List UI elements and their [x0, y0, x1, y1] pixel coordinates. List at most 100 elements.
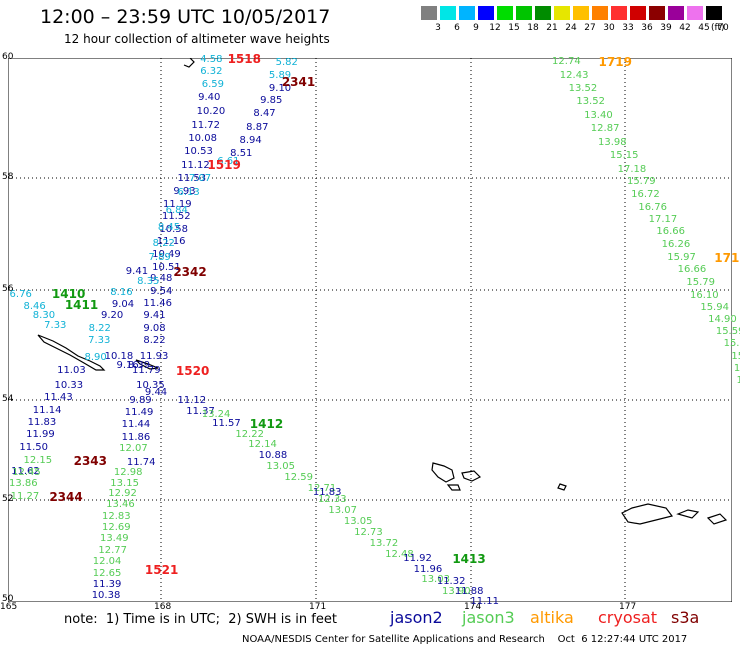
wave-height-value: 6.84	[165, 205, 188, 217]
scale-label: 36	[641, 23, 653, 33]
wave-height-value: 9.54	[150, 286, 173, 298]
wave-height-value: 8.47	[253, 107, 276, 119]
longitude-label: 165	[0, 602, 18, 612]
wave-height-value: 13.05	[343, 515, 373, 527]
wave-height-value: 11.72	[191, 119, 221, 131]
wave-height-value: 7.33	[44, 319, 67, 331]
wave-height-value: 5.89	[268, 70, 292, 81]
wave-height-value: 11.88	[454, 585, 484, 597]
legend-entry: jason2	[390, 608, 443, 627]
wave-height-value: 12.22	[235, 429, 264, 440]
coastline-medny-island	[135, 359, 159, 370]
wave-height-value: 12.59	[284, 472, 314, 483]
wave-height-value: 8.35	[137, 276, 160, 288]
page-subtitle: 12 hour collection of altimeter wave hei…	[64, 32, 330, 46]
wave-height-value: 12.71	[307, 482, 337, 494]
pass-time-label: 1411	[64, 297, 99, 312]
scale-label: 70	[717, 23, 729, 33]
wave-height-value: 11.46	[143, 298, 172, 310]
wave-height-value: 12.45	[12, 466, 41, 478]
wave-height-value: 13.05	[266, 461, 295, 472]
wave-height-value: 16.66	[656, 226, 686, 238]
latitude-label: 54	[2, 394, 14, 404]
scale-label: 15	[508, 23, 520, 33]
longitude-label: 174	[464, 602, 482, 612]
wave-height-value: 9.85	[260, 95, 283, 107]
coastline-bering-island	[37, 334, 106, 371]
wave-height-value: 11.37	[186, 405, 215, 417]
wave-height-value: 9.08	[143, 322, 166, 334]
scale-swatch	[592, 6, 608, 20]
wave-height-value: 12.43	[559, 70, 589, 81]
legend-entry: jason3	[462, 608, 515, 627]
wave-height-value: 11.11	[470, 596, 500, 607]
wave-height-value: 15.79	[686, 276, 716, 288]
wave-height-value: 10.51	[152, 261, 181, 273]
scale-label: 42	[679, 23, 691, 33]
wave-height-value: 12.04	[92, 556, 122, 568]
wave-height-value: 9.89	[129, 394, 152, 406]
scale-swatch	[687, 6, 703, 20]
wave-height-value: 16.76	[638, 201, 667, 213]
wave-height-value: 6.61	[217, 155, 240, 167]
wave-height-value: 11.49	[124, 406, 154, 418]
wave-height-value: 11.12	[181, 160, 210, 171]
scale-swatch	[611, 6, 627, 20]
wave-height-value: 8.22	[152, 237, 175, 249]
wave-height-value: 16.26	[661, 239, 691, 251]
scale-label: 24	[565, 23, 577, 33]
wave-height-value: 11.83	[27, 416, 57, 428]
wave-height-value: 4.58	[200, 54, 223, 66]
pass-time-label: 1413	[452, 552, 486, 567]
scale-swatch	[706, 6, 722, 20]
wave-height-value: 11.27	[10, 491, 40, 502]
scale-swatch	[573, 6, 589, 20]
wave-height-value: 12.15	[23, 454, 53, 466]
wave-height-value: 5.82	[275, 57, 298, 69]
wave-height-value: 11.16	[156, 236, 186, 248]
wave-height-value: 12.92	[108, 488, 137, 499]
wave-height-value: 11.50	[19, 442, 48, 453]
wave-height-value: 8.46	[23, 300, 46, 312]
wave-height-value: 17.17	[648, 214, 678, 225]
scale-swatch	[649, 6, 665, 20]
scale-swatch	[497, 6, 513, 20]
legend-entry: altika	[530, 608, 574, 627]
wave-height-value: 10.53	[184, 146, 213, 158]
wave-height-value: 9.04	[111, 298, 135, 310]
wave-height-value: 12.69	[102, 522, 131, 534]
coastline-attu	[461, 470, 482, 482]
scale-label: 33	[622, 23, 634, 33]
footnote: note: 1) Time is in UTC; 2) SWH is in fe…	[64, 612, 337, 627]
wave-height-value: 17.18	[617, 163, 647, 175]
scale-label: 12	[489, 23, 501, 33]
wave-height-value: 8.45	[157, 222, 181, 234]
wave-height-value: 13.52	[576, 96, 605, 108]
wave-height-value: 13.86	[9, 478, 38, 489]
credit-line: NOAA/NESDIS Center for Satellite Applica…	[242, 634, 688, 645]
wave-height-value: 8.39	[127, 359, 151, 371]
wave-height-value: 9.48	[150, 272, 173, 284]
wave-height-value: 16.72	[631, 188, 660, 200]
wave-height-value: 15	[736, 375, 740, 387]
wave-height-value: 12.83	[102, 511, 131, 523]
scale-swatch	[440, 6, 456, 20]
wave-height-value: 12.74	[552, 56, 581, 68]
wave-height-value: 8.30	[32, 310, 56, 322]
pass-time-label: 1518	[227, 52, 261, 67]
wave-height-value: 12.33	[318, 494, 347, 505]
wave-height-value: 11.62	[11, 465, 40, 477]
wave-height-value: 13.07	[328, 504, 357, 516]
wave-height-value: 8.16	[110, 287, 133, 299]
wave-height-value: 10.49	[152, 248, 181, 260]
wave-height-value: 12.73	[354, 527, 383, 539]
wave-height-value: 13.40	[584, 109, 613, 121]
wave-height-value: 7.89	[148, 251, 171, 263]
wave-height-value: 11.92	[403, 553, 432, 565]
scale-unit: (ft)	[711, 23, 725, 33]
wave-height-value: 6.13	[177, 187, 200, 199]
wave-height-value: 11.79	[132, 365, 161, 377]
wave-height-value: 11.93	[139, 350, 169, 362]
wave-height-value: 8.51	[230, 148, 253, 159]
wave-height-value: 11.53	[177, 173, 207, 185]
